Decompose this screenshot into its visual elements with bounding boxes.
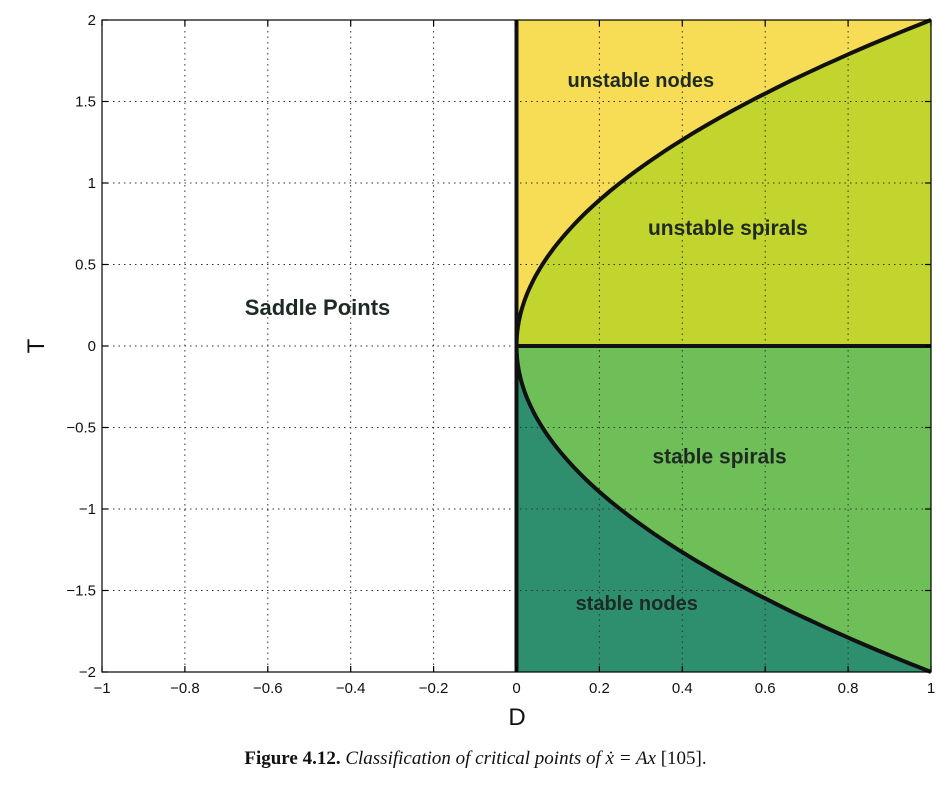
x-tick-label: −0.2 bbox=[419, 680, 449, 697]
y-axis-label: T bbox=[23, 338, 50, 353]
y-tick-label: −1 bbox=[79, 501, 96, 518]
y-tick-label: 0 bbox=[88, 338, 96, 355]
x-tick-label: 0.6 bbox=[755, 680, 776, 697]
figure-caption: Figure 4.12. Classification of critical … bbox=[0, 748, 951, 770]
parabola-upper-branch bbox=[514, 18, 932, 347]
y-tick-label: −1.5 bbox=[66, 583, 96, 600]
x-tick-label: 0 bbox=[512, 680, 520, 697]
classification-chart: −1 −0.8 −0.6 −0.4 −0.2 0 0.2 0.4 0.6 0.8 1 2 1.5 1 0.5… bbox=[23, 12, 935, 731]
region-label-stable-spirals: stable spirals bbox=[652, 445, 786, 468]
boundary-lines bbox=[514, 18, 932, 674]
x-tick-label: −0.8 bbox=[170, 680, 200, 697]
y-tick-label: 1.5 bbox=[75, 94, 96, 111]
figure-number: Figure 4.12. bbox=[244, 748, 341, 769]
y-tick-label: −0.5 bbox=[66, 420, 96, 437]
y-tick-label: 0.5 bbox=[75, 257, 96, 274]
region-label-stable-nodes: stable nodes bbox=[576, 593, 698, 615]
x-tick-label: 1 bbox=[927, 680, 935, 697]
x-tick-label: 0.8 bbox=[838, 680, 859, 697]
x-tick-label: 0.4 bbox=[672, 680, 693, 697]
caption-reference: [105]. bbox=[660, 748, 707, 769]
x-tick-label: −1 bbox=[93, 680, 110, 697]
x-tick-label: −0.4 bbox=[336, 680, 366, 697]
region-label-unstable-spirals: unstable spirals bbox=[648, 217, 808, 240]
y-tick-label: 2 bbox=[88, 12, 96, 29]
x-axis-label: D bbox=[508, 704, 525, 731]
caption-text: Classification of critical points of ẋ =… bbox=[345, 748, 656, 769]
y-tick-label: −2 bbox=[79, 664, 96, 681]
x-tick-label: −0.6 bbox=[253, 680, 283, 697]
parabola-lower-branch bbox=[514, 345, 932, 674]
x-tick-label: 0.2 bbox=[589, 680, 610, 697]
region-label-unstable-nodes: unstable nodes bbox=[567, 70, 714, 92]
region-label-saddle-points: Saddle Points bbox=[245, 295, 390, 320]
region-labels: Saddle Points unstable nodes unstable spir… bbox=[245, 70, 808, 615]
axis-ticks: −1 −0.8 −0.6 −0.4 −0.2 0 0.2 0.4 0.6 0.8 1 2 1.5 1 0.5… bbox=[66, 12, 935, 697]
y-tick-label: 1 bbox=[88, 175, 96, 192]
